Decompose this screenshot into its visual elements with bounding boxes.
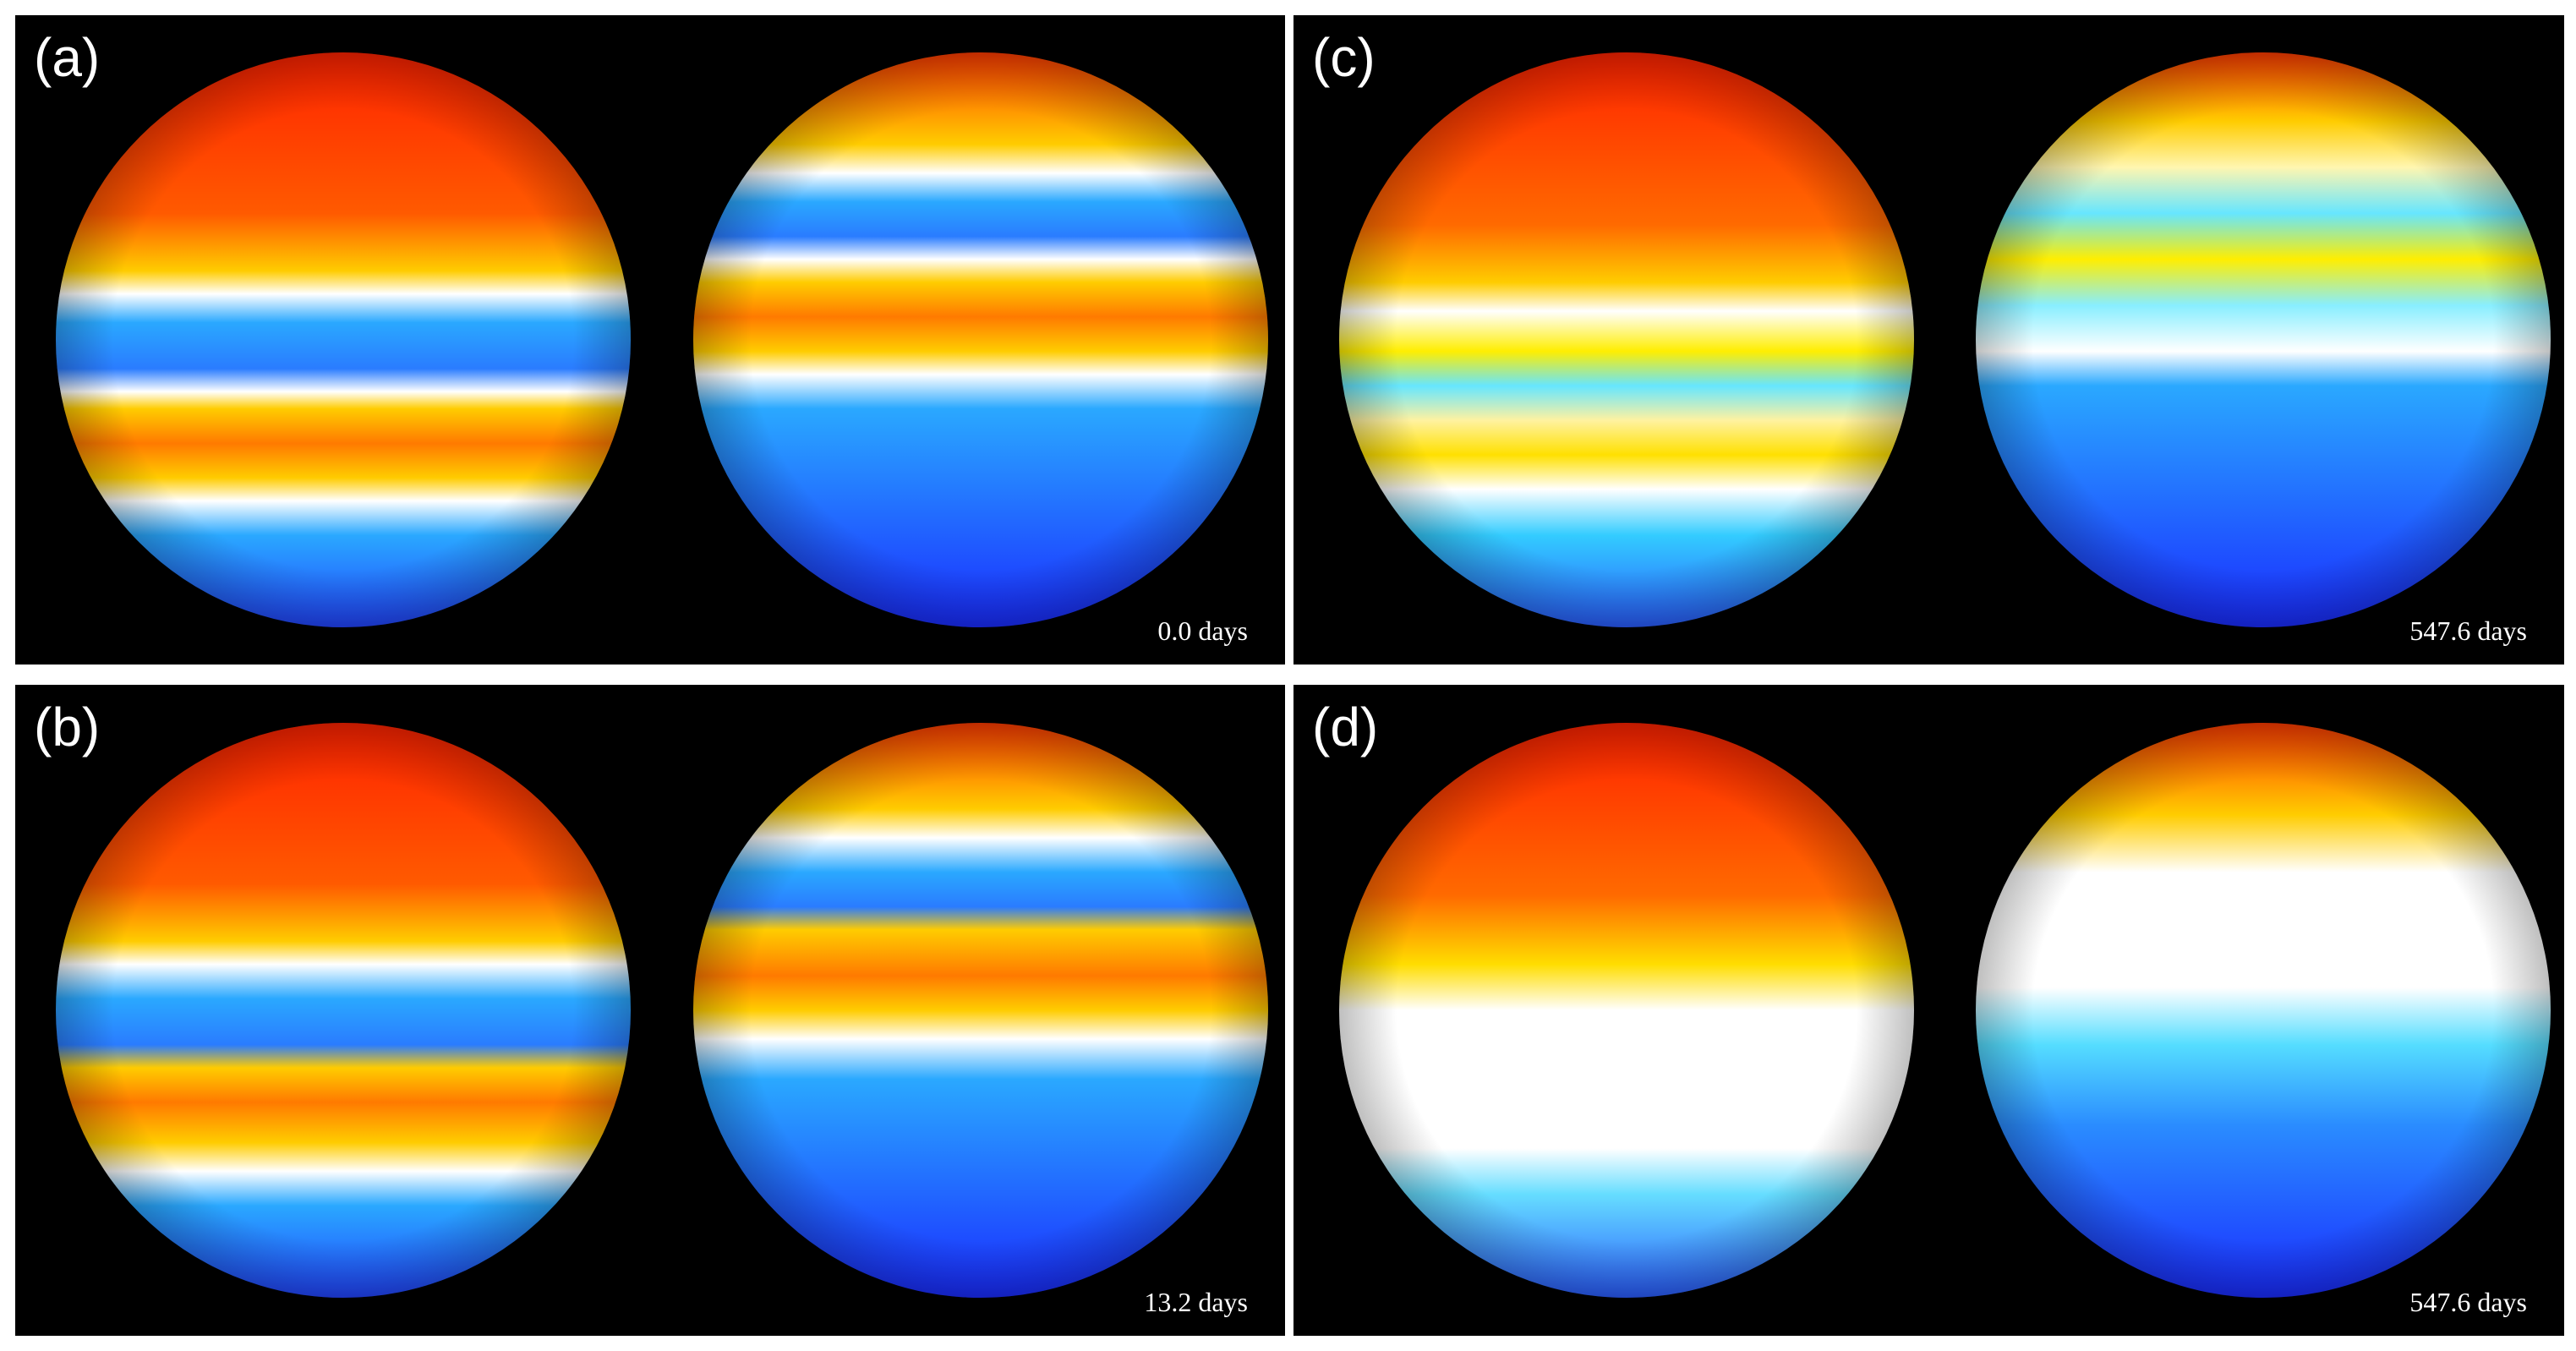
panel-c: (c) 547.6 days <box>1293 15 2564 665</box>
panel-d-spheres <box>1339 723 2551 1298</box>
panel-label: (c) <box>1312 27 1376 88</box>
panel-c-spheres <box>1339 52 2551 627</box>
panel-label: (d) <box>1312 697 1379 758</box>
panel-d: (d) 547.6 days <box>1293 685 2564 1336</box>
panel-a-spheres <box>56 52 1268 627</box>
panel-b-spheres <box>56 723 1268 1298</box>
time-label: 547.6 days <box>2409 615 2527 646</box>
time-label: 547.6 days <box>2409 1287 2527 1317</box>
time-label: 13.2 days <box>1144 1287 1248 1317</box>
time-label: 0.0 days <box>1157 615 1248 646</box>
panel-label: (b) <box>34 697 101 758</box>
panel-a: (a) 0.0 days <box>15 15 1285 665</box>
panel-b: (b) 13.2 days <box>15 685 1285 1336</box>
panel-label: (a) <box>34 27 101 88</box>
